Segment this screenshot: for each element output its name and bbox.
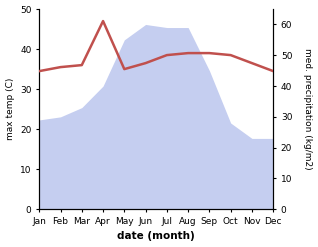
Y-axis label: max temp (C): max temp (C) — [5, 78, 15, 140]
Y-axis label: med. precipitation (kg/m2): med. precipitation (kg/m2) — [303, 48, 313, 170]
X-axis label: date (month): date (month) — [117, 231, 195, 242]
